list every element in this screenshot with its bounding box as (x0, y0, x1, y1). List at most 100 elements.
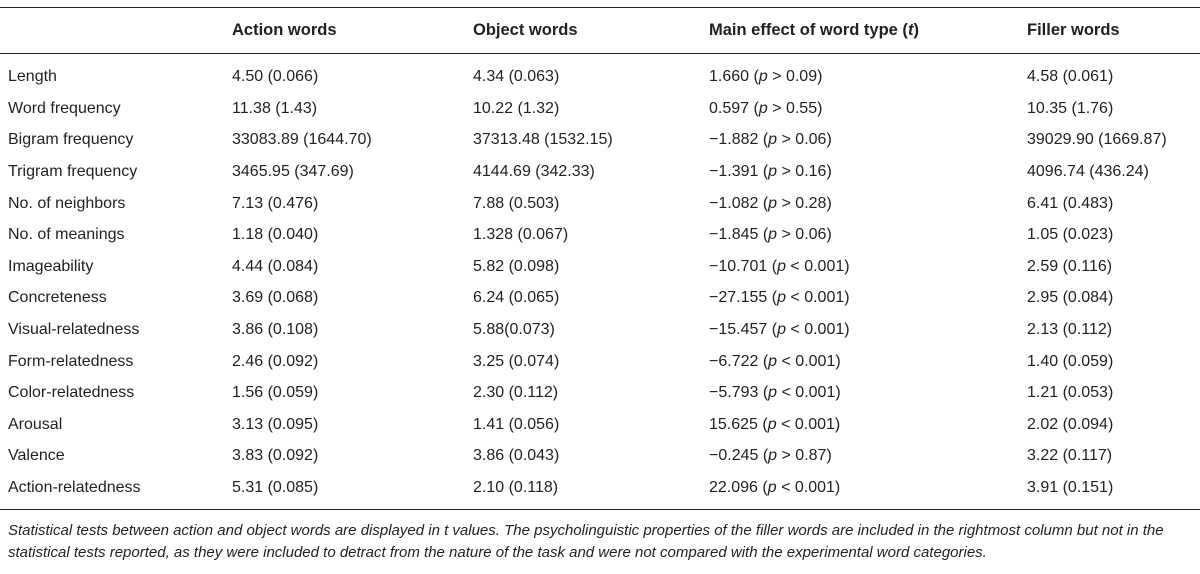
table-row: No. of neighbors 7.13 (0.476) 7.88 (0.503)… (0, 188, 1200, 220)
p-threshold: > 0.55) (767, 99, 823, 117)
action-words-cell: 4.50 (0.066) (232, 68, 319, 85)
p-symbol: p (768, 131, 778, 149)
action-words-cell: 3.69 (0.068) (232, 289, 319, 307)
p-threshold: > 0.16) (777, 162, 832, 180)
effect-value: −1.082 ( (709, 194, 769, 212)
effect-value: −6.722 ( (709, 352, 769, 370)
object-words-cell: 37313.48 (1532.15) (473, 131, 613, 149)
filler-words-cell: 4096.74 (436.24) (1027, 162, 1149, 180)
object-words-cell: 6.24 (0.065) (473, 289, 560, 307)
p-threshold: > 0.28) (777, 194, 832, 212)
row-label: Imageability (8, 257, 94, 275)
effect-value: −5.793 ( (709, 384, 769, 402)
table-row: Length 4.50 (0.066) 4.34 (0.063) 1.660 (p >… (0, 53, 1200, 93)
main-effect-cell: 1.660 (p > 0.09) (709, 53, 1027, 93)
row-label: Trigram frequency (8, 162, 138, 180)
effect-value: 0.597 ( (709, 99, 759, 117)
p-threshold: > 0.06) (777, 131, 832, 149)
row-label: Visual-relatedness (8, 320, 140, 338)
effect-value: −10.701 ( (709, 257, 778, 275)
p-symbol: p (768, 447, 778, 465)
row-label: Length (8, 68, 57, 85)
action-words-cell: 1.18 (0.040) (232, 226, 319, 244)
word-properties-table: Action words Object words Main effect of… (0, 8, 1200, 504)
action-words-cell: 5.31 (0.085) (232, 478, 319, 496)
p-threshold: < 0.001) (777, 352, 841, 370)
filler-words-cell: 4.58 (0.061) (1027, 68, 1114, 85)
table-row: No. of meanings 1.18 (0.040) 1.328 (0.067)… (0, 219, 1200, 251)
header-filler-words: Filler words (1027, 21, 1120, 39)
object-words-cell: 5.88(0.073) (473, 320, 555, 338)
row-label: Action-relatedness (8, 478, 141, 496)
object-words-cell: 2.10 (0.118) (473, 478, 559, 496)
p-symbol: p (777, 289, 786, 307)
effect-value: 15.625 ( (709, 415, 768, 433)
row-label: Color-relatedness (8, 384, 135, 402)
action-words-cell: 2.46 (0.092) (232, 352, 319, 370)
p-threshold: < 0.001) (776, 478, 841, 496)
row-label: Word frequency (8, 99, 121, 117)
p-symbol: p (758, 68, 768, 85)
p-symbol: p (767, 415, 777, 433)
table-row: Color-relatedness 1.56 (0.059) 2.30 (0.112… (0, 377, 1200, 409)
filler-words-cell: 2.59 (0.116) (1027, 257, 1113, 275)
p-threshold: > 0.87) (777, 447, 832, 465)
table-row: Concreteness 3.69 (0.068) 6.24 (0.065) −27.… (0, 283, 1200, 315)
object-words-cell: 4.34 (0.063) (473, 68, 560, 85)
filler-words-cell: 1.40 (0.059) (1027, 352, 1114, 370)
object-words-cell: 4144.69 (342.33) (473, 162, 595, 180)
table-row: Action-relatedness 5.31 (0.085) 2.10 (0.11… (0, 472, 1200, 504)
p-symbol: p (777, 257, 786, 275)
header-t-symbol: t (907, 21, 914, 39)
action-words-cell: 3.83 (0.092) (232, 447, 319, 465)
effect-value: −0.245 ( (709, 447, 769, 465)
filler-words-cell: 2.95 (0.084) (1027, 289, 1114, 307)
table-row: Valence 3.83 (0.092) 3.86 (0.043) −0.245 (p… (0, 441, 1200, 473)
main-effect-cell: −6.722 (p < 0.001) (709, 346, 1027, 378)
p-symbol: p (768, 384, 778, 402)
p-symbol: p (767, 478, 777, 496)
effect-value: −15.457 ( (709, 320, 778, 338)
p-threshold: < 0.001) (785, 289, 850, 307)
header-rule (0, 53, 1200, 54)
action-words-cell: 7.13 (0.476) (232, 194, 319, 212)
table-row: Trigram frequency 3465.95 (347.69) 4144.69… (0, 156, 1200, 188)
main-effect-cell: −27.155 (p < 0.001) (709, 283, 1027, 315)
p-symbol: p (768, 194, 778, 212)
action-words-cell: 3.86 (0.108) (232, 320, 319, 338)
p-symbol: p (777, 320, 786, 338)
filler-words-cell: 1.21 (0.053) (1027, 384, 1114, 402)
table-footnote: Statistical tests between action and obj… (8, 522, 1164, 561)
action-words-cell: 3.13 (0.095) (232, 415, 319, 433)
p-threshold: < 0.001) (785, 320, 850, 338)
action-words-cell: 3465.95 (347.69) (232, 162, 354, 180)
filler-words-cell: 10.35 (1.76) (1027, 99, 1114, 117)
filler-words-cell: 6.41 (0.483) (1027, 194, 1114, 212)
header-action-words: Action words (232, 21, 337, 39)
filler-words-cell: 2.13 (0.112) (1027, 320, 1113, 338)
p-threshold: > 0.09) (767, 68, 823, 85)
table-row: Word frequency 11.38 (1.43) 10.22 (1.32) 0.… (0, 93, 1200, 125)
header-object-words: Object words (473, 21, 578, 39)
p-threshold: < 0.001) (777, 384, 841, 402)
filler-words-cell: 39029.90 (1669.87) (1027, 131, 1167, 149)
object-words-cell: 3.25 (0.074) (473, 352, 560, 370)
table-row: Imageability 4.44 (0.084) 5.82 (0.098) −10.… (0, 251, 1200, 283)
filler-words-cell: 1.05 (0.023) (1027, 226, 1114, 244)
p-symbol: p (758, 99, 768, 117)
main-effect-cell: −1.882 (p > 0.06) (709, 125, 1027, 157)
action-words-cell: 1.56 (0.059) (232, 384, 319, 402)
header-main-effect-close: ) (913, 21, 919, 39)
filler-words-cell: 3.91 (0.151) (1027, 478, 1114, 496)
p-threshold: > 0.06) (777, 226, 832, 244)
object-words-cell: 1.328 (0.067) (473, 226, 569, 244)
object-words-cell: 3.86 (0.043) (473, 447, 560, 465)
header-main-effect: Main effect of word type (t) (709, 8, 1027, 53)
effect-value: −1.882 ( (709, 131, 769, 149)
row-label: Concreteness (8, 289, 107, 307)
row-label: Valence (8, 447, 65, 465)
effect-value: 22.096 ( (709, 478, 768, 496)
action-words-cell: 11.38 (1.43) (232, 99, 318, 117)
object-words-cell: 2.30 (0.112) (473, 384, 559, 402)
